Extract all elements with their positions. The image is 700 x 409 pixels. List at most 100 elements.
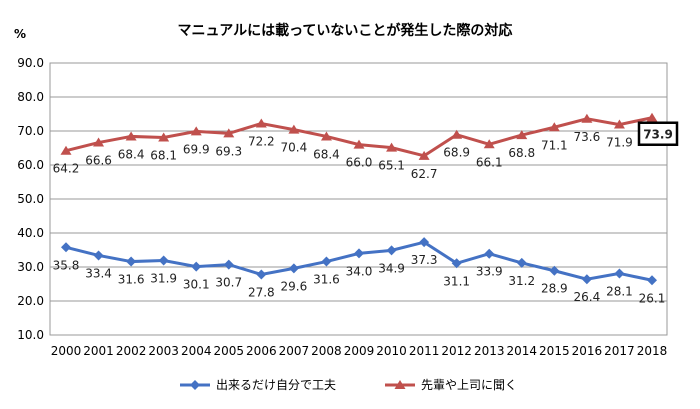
x-tick-label: 2004 bbox=[181, 344, 212, 358]
data-point bbox=[548, 122, 560, 132]
data-label: 31.6 bbox=[118, 273, 145, 287]
x-tick-label: 2011 bbox=[409, 344, 440, 358]
y-tick-label: 60.0 bbox=[17, 158, 44, 172]
data-label: 31.1 bbox=[443, 274, 470, 288]
data-point bbox=[419, 237, 430, 248]
data-point bbox=[451, 129, 463, 139]
data-point bbox=[223, 128, 235, 138]
data-point bbox=[321, 256, 332, 267]
data-label: 26.4 bbox=[574, 290, 601, 304]
x-tick-label: 2000 bbox=[51, 344, 82, 358]
y-tick-label: 90.0 bbox=[17, 56, 44, 70]
data-label: 26.1 bbox=[639, 291, 666, 305]
data-label: 31.9 bbox=[150, 272, 177, 286]
data-label: 65.1 bbox=[378, 159, 405, 173]
data-label: 33.4 bbox=[85, 266, 112, 280]
x-tick-label: 2003 bbox=[148, 344, 179, 358]
data-point bbox=[614, 268, 625, 279]
data-point bbox=[354, 248, 364, 259]
data-point bbox=[61, 242, 71, 253]
data-point bbox=[549, 265, 560, 276]
x-tick-label: 2017 bbox=[604, 344, 635, 358]
data-point bbox=[191, 261, 202, 272]
x-tick-label: 2010 bbox=[376, 344, 407, 358]
data-label: 28.1 bbox=[606, 284, 633, 298]
y-tick-label: 20.0 bbox=[17, 294, 44, 308]
data-label: 27.8 bbox=[248, 285, 275, 299]
legend-label: 出来るだけ自分で工夫 bbox=[216, 378, 336, 392]
plot-area-border bbox=[49, 62, 668, 336]
x-tick-label: 2005 bbox=[214, 344, 245, 358]
data-label: 68.1 bbox=[150, 148, 177, 162]
data-point bbox=[646, 112, 658, 122]
data-point bbox=[516, 257, 527, 268]
data-point bbox=[516, 130, 528, 140]
data-label: 69.9 bbox=[183, 142, 210, 156]
data-point bbox=[484, 248, 495, 259]
data-label: 66.0 bbox=[346, 156, 373, 170]
data-point bbox=[190, 126, 202, 136]
data-point bbox=[386, 245, 397, 256]
data-label: 30.1 bbox=[183, 278, 210, 292]
data-label: 33.9 bbox=[476, 265, 503, 279]
y-tick-label: 10.0 bbox=[17, 328, 44, 342]
data-label: 71.1 bbox=[541, 138, 568, 152]
x-tick-label: 2016 bbox=[572, 344, 603, 358]
data-label: 71.9 bbox=[606, 136, 633, 150]
x-tick-label: 2007 bbox=[279, 344, 310, 358]
data-label: 68.4 bbox=[118, 147, 145, 161]
x-tick-label: 2012 bbox=[441, 344, 472, 358]
x-tick-label: 2009 bbox=[344, 344, 375, 358]
data-point bbox=[320, 131, 332, 141]
data-label: 34.0 bbox=[346, 264, 373, 278]
data-point bbox=[581, 113, 593, 123]
x-tick-label: 2018 bbox=[637, 344, 668, 358]
data-point bbox=[647, 275, 657, 286]
highlighted-label-box bbox=[637, 121, 679, 146]
data-label: 37.3 bbox=[411, 253, 438, 267]
data-point bbox=[93, 250, 104, 261]
data-point bbox=[158, 132, 170, 142]
data-label: 30.7 bbox=[215, 276, 242, 290]
data-point bbox=[126, 256, 137, 267]
data-point bbox=[581, 274, 592, 285]
x-tick-label: 2014 bbox=[507, 344, 538, 358]
data-label: 64.2 bbox=[53, 162, 80, 176]
data-point bbox=[288, 124, 300, 134]
data-label: 68.8 bbox=[508, 146, 535, 160]
y-tick-label: 30.0 bbox=[17, 260, 44, 274]
chart-title: マニュアルには載っていないことが発生した際の対応 bbox=[178, 22, 513, 39]
data-point bbox=[353, 139, 365, 149]
data-point bbox=[223, 259, 234, 270]
data-point bbox=[125, 131, 137, 141]
data-point bbox=[93, 137, 105, 147]
data-label: 66.1 bbox=[476, 155, 503, 169]
data-label: 28.9 bbox=[541, 282, 568, 296]
legend-marker bbox=[190, 380, 200, 390]
data-point bbox=[288, 263, 299, 274]
x-tick-label: 2008 bbox=[311, 344, 342, 358]
data-point bbox=[613, 119, 625, 129]
data-label: 68.9 bbox=[443, 146, 470, 160]
data-point bbox=[451, 258, 462, 269]
data-point bbox=[158, 255, 169, 266]
data-label: 68.4 bbox=[313, 147, 340, 161]
y-tick-label: 50.0 bbox=[17, 192, 44, 206]
data-label: 73.6 bbox=[574, 130, 601, 144]
y-tick-label: 80.0 bbox=[17, 90, 44, 104]
data-label: 72.2 bbox=[248, 135, 275, 149]
data-point bbox=[60, 145, 72, 155]
data-label: 35.8 bbox=[53, 258, 80, 272]
data-point bbox=[418, 150, 430, 160]
data-point bbox=[483, 139, 495, 149]
data-label: 62.7 bbox=[411, 167, 438, 181]
legend-label: 先輩や上司に聞く bbox=[421, 377, 517, 392]
x-tick-label: 2015 bbox=[539, 344, 570, 358]
data-label: 69.3 bbox=[215, 144, 242, 158]
y-tick-label: 40.0 bbox=[17, 226, 44, 240]
data-point bbox=[255, 118, 267, 128]
data-label: 29.6 bbox=[281, 279, 308, 293]
x-tick-label: 2013 bbox=[474, 344, 505, 358]
data-label: 31.6 bbox=[313, 273, 340, 287]
